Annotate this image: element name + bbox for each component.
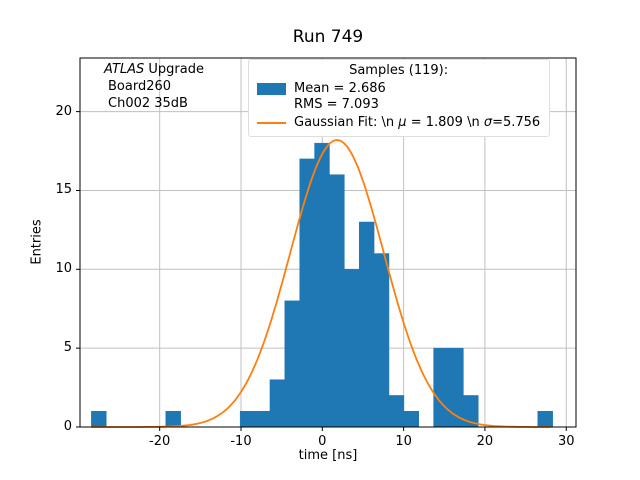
- legend-gauss-sigma: σ: [483, 115, 493, 130]
- histogram-bar: [373, 253, 390, 428]
- x-axis-label: time [ns]: [298, 448, 358, 463]
- legend-gauss-mu: μ: [398, 115, 407, 130]
- x-tick-label: 30: [557, 434, 575, 449]
- histogram-bar: [165, 410, 181, 428]
- histogram-bar: [299, 158, 315, 428]
- histogram-bar: [358, 221, 375, 428]
- y-tick-label: 0: [63, 419, 72, 434]
- x-tick-label: 10: [395, 434, 412, 449]
- y-tick-label: 20: [55, 103, 72, 119]
- histogram-bar: [269, 379, 286, 428]
- x-tick-label: 0: [318, 434, 327, 449]
- histogram-bar: [344, 269, 360, 428]
- legend-title: Samples (119):: [349, 63, 449, 78]
- annotation-line3: Ch002 35dB: [108, 96, 188, 111]
- histogram-bar: [329, 174, 345, 428]
- histogram-bar: [239, 410, 256, 428]
- legend-gaussian-label: Gaussian Fit: \n μ = 1.809 \n σ=5.756: [294, 115, 540, 131]
- y-tick-label: 10: [55, 261, 72, 277]
- y-axis-label: Entries: [29, 219, 45, 265]
- histogram-bar: [537, 410, 553, 428]
- annotation: ATLAS Upgrade Board260 Ch002 35dB: [104, 61, 204, 112]
- legend-gauss-mid: = 1.809 \n: [406, 115, 484, 130]
- histogram-swatch: [257, 83, 286, 95]
- legend-entry-gaussian: Gaussian Fit: \n μ = 1.809 \n σ=5.756: [257, 115, 540, 131]
- legend-histogram-label: Mean = 2.686 RMS = 7.093: [294, 81, 386, 113]
- histogram-bar: [388, 395, 405, 428]
- legend: Samples (119): Mean = 2.686 RMS = 7.093 …: [248, 59, 551, 137]
- x-tick-label: 20: [476, 434, 494, 449]
- gaussian-swatch: [257, 122, 286, 124]
- histogram-bar: [284, 300, 300, 428]
- histogram-bar: [403, 410, 419, 428]
- y-tick-label: 5: [63, 340, 72, 356]
- axes-frame: [79, 57, 577, 428]
- x-tick-label: -20: [149, 434, 171, 449]
- histogram-bar: [433, 347, 449, 428]
- annotation-line1: ATLAS Upgrade: [104, 61, 204, 78]
- legend-gauss-prefix: Gaussian Fit: \n: [294, 115, 399, 130]
- x-tick-label: -10: [230, 434, 252, 449]
- y-tick-label: 15: [55, 182, 72, 198]
- chart-title: Run 749: [292, 27, 364, 47]
- legend-rms: RMS = 7.093: [294, 97, 379, 112]
- histogram-bar: [91, 410, 107, 428]
- histogram-bar: [314, 142, 330, 428]
- histogram-bar: [254, 410, 271, 428]
- annotation-atlas: ATLAS: [104, 62, 145, 77]
- annotation-line2: Board260: [108, 79, 172, 94]
- legend-gauss-suffix: =5.756: [492, 115, 541, 130]
- legend-mean: Mean = 2.686: [294, 81, 386, 96]
- annotation-upgrade: Upgrade: [144, 62, 204, 77]
- legend-entry-histogram: Mean = 2.686 RMS = 7.093: [257, 81, 540, 113]
